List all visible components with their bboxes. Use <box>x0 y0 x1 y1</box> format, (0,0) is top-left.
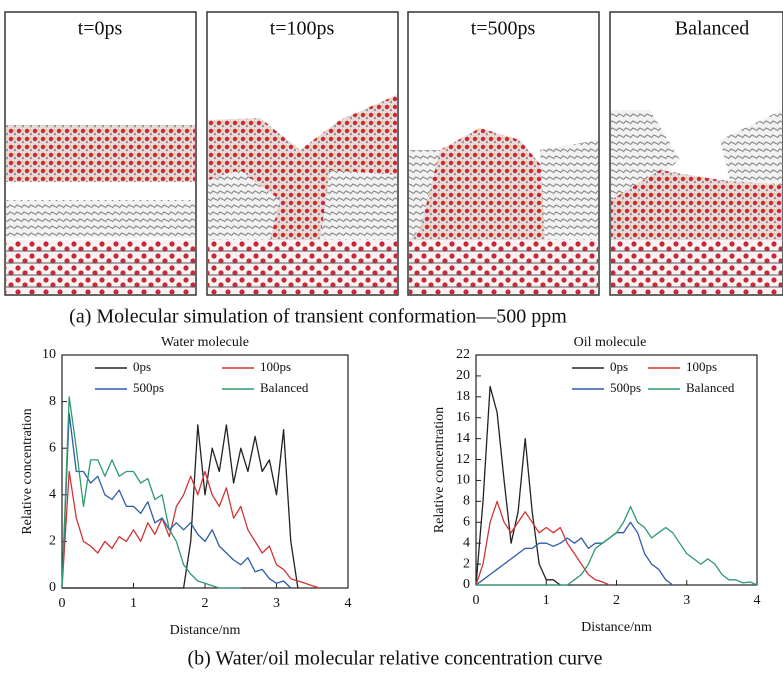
x-tick-label: 0 <box>59 596 66 611</box>
series-line <box>475 521 674 586</box>
series-line <box>61 470 320 589</box>
series-line <box>475 385 561 586</box>
legend-label: 500ps <box>610 380 641 395</box>
snapshot-2 <box>206 11 399 296</box>
y-axis-label: Relative concentration <box>432 407 447 533</box>
y-tick-label: 0 <box>49 580 56 595</box>
y-tick-label: 2 <box>49 534 56 549</box>
snapshot-label: Balanced <box>675 18 749 40</box>
legend-label: 500ps <box>133 380 164 395</box>
series-line <box>476 505 758 586</box>
y-tick-label: 20 <box>456 368 470 383</box>
y-tick-label: 22 <box>456 347 470 362</box>
y-tick-label: 10 <box>456 473 470 488</box>
x-tick-label: 2 <box>202 596 209 611</box>
x-tick-label: 2 <box>613 593 620 608</box>
y-tick-label: 4 <box>49 487 56 502</box>
x-tick-label: 1 <box>543 593 550 608</box>
y-tick-label: 8 <box>463 494 470 509</box>
snapshot-label: t=0ps <box>78 18 123 40</box>
snapshot-label: t=100ps <box>270 18 335 40</box>
series-line <box>62 424 299 589</box>
series-line <box>61 412 292 589</box>
y-tick-label: 18 <box>456 389 470 404</box>
y-tick-label: 10 <box>42 347 56 362</box>
x-tick-label: 3 <box>683 593 690 608</box>
y-tick-label: 0 <box>463 577 470 592</box>
snapshot-4 <box>609 11 783 296</box>
caption-b: (b) Water/oil molecular relative concent… <box>187 648 602 670</box>
x-axis-label: Distance/nm <box>581 620 652 635</box>
legend-label: Balanced <box>686 380 735 395</box>
chart-title: Water molecule <box>161 335 249 350</box>
x-tick-label: 3 <box>273 596 280 611</box>
legend-label: 100ps <box>686 359 717 374</box>
y-tick-label: 6 <box>463 514 470 529</box>
caption-a: (a) Molecular simulation of transient co… <box>69 306 567 328</box>
y-tick-label: 4 <box>463 535 470 550</box>
x-tick-label: 0 <box>473 593 480 608</box>
snapshot-label: t=500ps <box>471 18 536 40</box>
legend-label: 100ps <box>260 359 291 374</box>
legend-label: 0ps <box>610 359 628 374</box>
y-tick-label: 16 <box>456 410 470 425</box>
x-axis-label: Distance/nm <box>170 623 241 638</box>
y-tick-label: 6 <box>49 440 56 455</box>
snapshot-1 <box>4 11 197 296</box>
snapshot-3 <box>407 11 600 296</box>
y-tick-label: 8 <box>49 394 56 409</box>
y-tick-label: 12 <box>456 452 470 467</box>
y-tick-label: 2 <box>463 556 470 571</box>
x-tick-label: 4 <box>754 593 761 608</box>
x-tick-label: 4 <box>345 596 352 611</box>
legend-label: 0ps <box>133 359 151 374</box>
y-axis-label: Relative concentration <box>20 408 35 534</box>
series-line <box>475 500 610 586</box>
y-tick-label: 14 <box>456 431 470 446</box>
chart-title: Oil molecule <box>574 335 647 350</box>
x-tick-label: 1 <box>130 596 137 611</box>
legend-label: Balanced <box>260 380 309 395</box>
series-line <box>61 396 241 589</box>
